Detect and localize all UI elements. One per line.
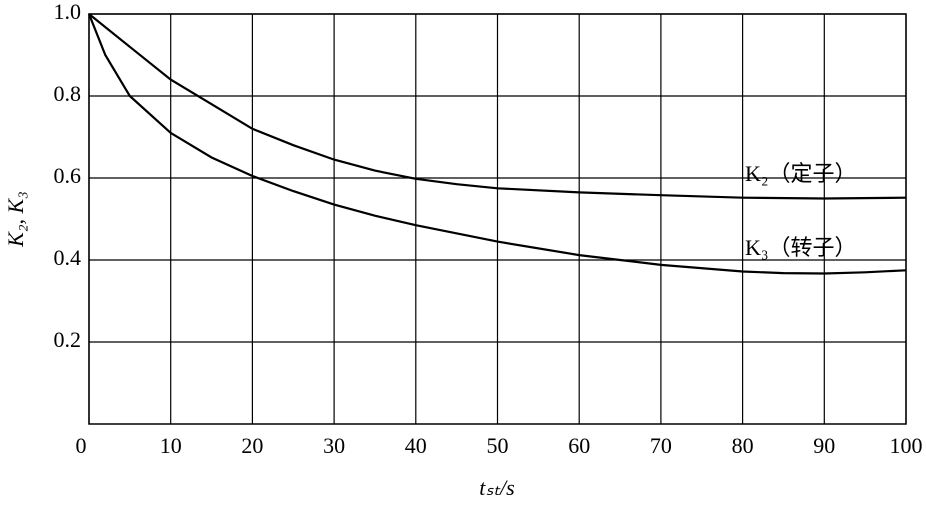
y-axis-label: K₂, K₃ (3, 191, 28, 248)
x-tick-label: 50 (487, 433, 509, 458)
x-tick-label: 60 (568, 433, 590, 458)
series-line (88, 13, 907, 200)
x-tick-label: 70 (650, 433, 672, 458)
series-label: K₃（转子） (745, 235, 857, 260)
x-tick-label: 10 (160, 433, 182, 458)
y-tick-label: 0.8 (54, 81, 82, 106)
x-tick-label: 30 (323, 433, 345, 458)
y-tick-label: 0.6 (54, 163, 82, 188)
series-line (87, 13, 907, 275)
x-tick-label: 90 (813, 433, 835, 458)
y-tick-label: 0.2 (54, 327, 82, 352)
x-tick-label: 100 (890, 433, 923, 458)
x-tick-label: 40 (405, 433, 427, 458)
series-label: K₂（定子） (745, 161, 857, 186)
x-tick-label: 80 (732, 433, 754, 458)
y-tick-label: 1.0 (54, 0, 82, 24)
y-tick-label: 0.4 (54, 245, 82, 270)
x-tick-label: 0 (76, 433, 87, 458)
x-axis-label: tₛₜ/s (479, 475, 514, 500)
x-tick-label: 20 (241, 433, 263, 458)
